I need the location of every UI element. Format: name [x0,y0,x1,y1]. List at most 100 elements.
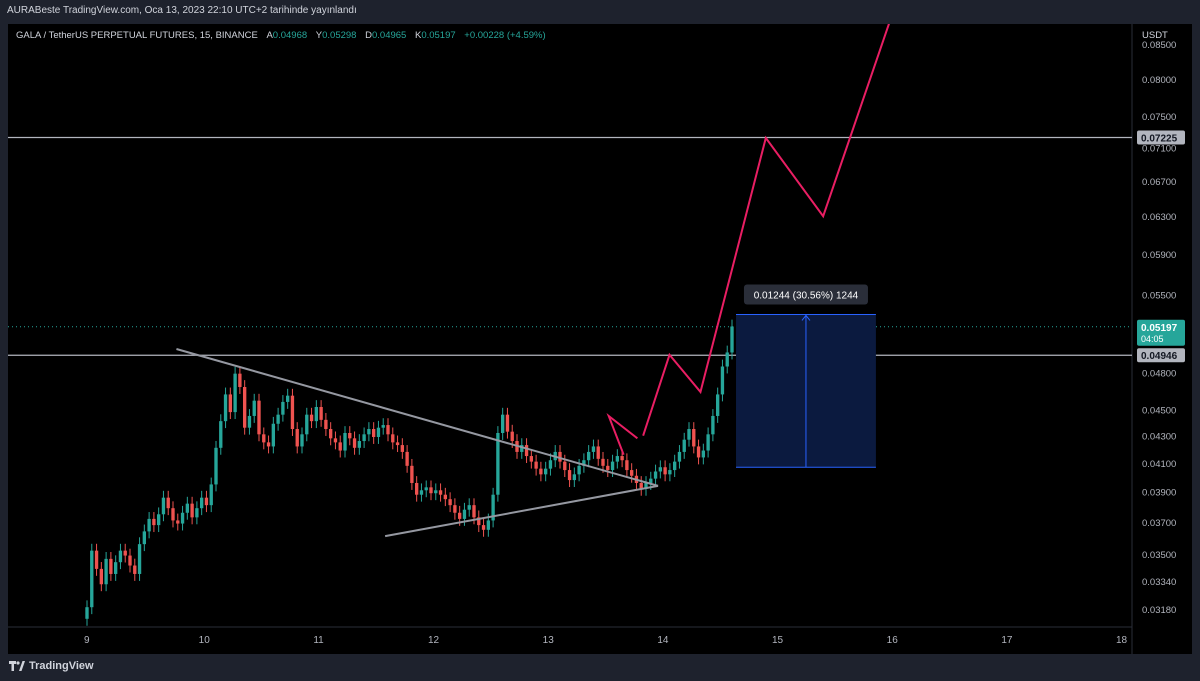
candle-body-69 [414,482,419,495]
candle-body-5 [109,558,113,574]
candle-body-40 [276,414,280,424]
price-label-bg-2 [1137,348,1185,363]
y-tick-1: 0.08000 [1142,75,1176,86]
y-tick-16: 0.03180 [1142,605,1176,616]
candle-body-8 [123,550,127,556]
candle-body-10 [133,565,137,574]
y-tick-13: 0.03700 [1142,518,1176,529]
tradingview-logo-icon [9,661,25,671]
candle-body-134 [725,352,729,367]
header-bar: AURABeste TradingView.com, Oca 13, 2023 … [0,0,1200,24]
candle-body-135 [730,326,734,353]
candle-body-13 [147,518,151,532]
y-tick-7: 0.05500 [1142,290,1176,301]
candle-body-78 [457,512,462,519]
candle-body-116 [639,482,643,489]
candle-body-17 [166,497,170,509]
open-label: A [266,30,273,41]
candle-body-92 [524,445,529,457]
candle-body-122 [668,470,672,475]
candle-body-100 [563,461,567,471]
candle-body-56 [352,438,357,448]
candle-body-9 [128,555,132,566]
y-tick-8: 0.04800 [1142,368,1176,379]
candle-body-55 [348,432,352,439]
y-tick-12: 0.03900 [1142,488,1176,499]
candle-body-53 [338,442,342,451]
price-chart[interactable]: 0.01244 (30.56%) 1244 0.08500 0.08000 0.075… [8,4,1192,654]
candle-body-132 [715,394,720,416]
candle-body-16 [161,497,166,515]
candle-body-130 [706,434,710,451]
candle-body-1 [90,550,94,608]
candle-body-112 [620,456,624,461]
y-tick-9: 0.04500 [1142,406,1176,417]
candle-body-84 [486,520,491,530]
chart-area[interactable]: 0.01244 (30.56%) 1244 0.08500 0.08000 0.075… [8,4,1192,654]
change-value: +0.00228 (+4.59%) [464,30,546,41]
candle-body-118 [649,478,653,483]
projection-path [642,4,897,436]
candle-body-64 [391,434,395,443]
y-tick-3: 0.07100 [1142,144,1176,155]
candle-body-123 [672,461,677,471]
candle-body-67 [405,451,409,466]
candle-body-70 [419,490,424,495]
symbol-legend: GALA / TetherUS PERPETUAL FUTURES, 15, B… [16,30,546,41]
candle-body-0 [85,607,89,619]
candle-body-65 [395,442,400,446]
y-tick-10: 0.04300 [1142,432,1176,443]
candle-body-3 [99,568,104,585]
x-tick-7: 16 [887,635,899,646]
high-label: Y [315,30,323,41]
candle-body-28 [219,421,223,448]
candle-body-66 [400,445,405,452]
candle-body-103 [577,465,581,475]
candle-body-68 [410,465,414,483]
measure-label-bg [743,284,868,305]
y-tick-6: 0.05900 [1142,250,1176,261]
candle-body-74 [438,490,443,495]
candle-body-117 [644,482,648,489]
candle-body-26 [209,484,213,506]
candle-body-71 [424,487,428,491]
candle-body-6 [113,562,118,574]
candle-body-46 [305,414,309,435]
candle-body-47 [309,414,314,422]
candle-body-128 [696,446,701,458]
y-tick-5: 0.06300 [1142,212,1176,223]
candle-body-32 [238,373,242,388]
open-value: 0.04968 [272,30,308,41]
candle-body-50 [324,419,328,430]
candle-body-94 [534,461,538,469]
candle-body-34 [247,415,252,428]
candle-body-126 [687,429,691,440]
candle-body-58 [362,434,366,442]
x-tick-6: 15 [772,635,784,646]
candle-body-62 [381,425,385,428]
x-tick-8: 17 [1001,635,1013,646]
candle-body-45 [300,434,304,447]
price-label-0: 0.07225 [1141,134,1178,145]
candle-body-48 [314,406,319,422]
candle-body-43 [290,395,295,430]
candle-body-113 [625,460,629,471]
price-label-bg-1 [1137,319,1185,346]
candle-body-86 [496,432,500,495]
candle-body-27 [214,447,218,485]
low-label: D [365,30,372,41]
candle-body-105 [586,451,591,461]
candle-body-114 [629,470,634,476]
candle-body-31 [233,373,237,413]
candle-body-129 [701,450,706,458]
y-tick-2: 0.07500 [1142,112,1176,123]
y-axis-unit: USDT [1142,30,1168,41]
candle-body-7 [118,550,123,563]
candle-body-131 [711,415,715,435]
candle-body-36 [257,400,261,435]
candle-body-80 [467,505,471,510]
candle-body-127 [692,429,696,447]
candle-body-30 [228,394,233,413]
tradingview-logo[interactable]: TradingView [9,660,94,672]
candle-body-11 [137,544,142,574]
